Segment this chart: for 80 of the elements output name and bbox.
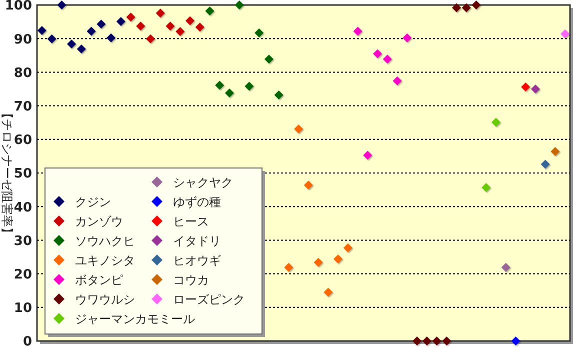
point xyxy=(176,27,185,36)
point xyxy=(521,82,530,92)
y-tick-label: 60 xyxy=(14,133,32,148)
legend-label: ヒオウギ xyxy=(173,253,221,268)
point xyxy=(67,39,76,48)
legend-label: ローズピンク xyxy=(173,292,245,306)
point xyxy=(432,336,442,346)
point xyxy=(224,88,234,98)
point xyxy=(334,254,343,264)
point xyxy=(185,16,194,26)
point xyxy=(215,80,224,90)
point xyxy=(106,33,116,42)
point xyxy=(264,54,274,64)
point xyxy=(166,22,175,31)
point xyxy=(76,44,86,54)
point xyxy=(472,0,481,10)
legend-label: ボタンピ xyxy=(75,272,123,287)
point xyxy=(324,288,333,297)
point xyxy=(343,243,352,252)
point xyxy=(373,49,382,58)
point xyxy=(560,29,570,38)
y-tick-label: 70 xyxy=(14,99,32,114)
point xyxy=(205,6,214,16)
point xyxy=(254,28,264,38)
legend-label: ジャーマンカモミール xyxy=(75,312,195,326)
legend-label: イタドリ xyxy=(173,234,221,248)
legend-label: ユキノシタ xyxy=(75,253,135,268)
legend-label: シャクヤク xyxy=(173,175,233,190)
legend-label: ヒース xyxy=(173,214,209,228)
point xyxy=(294,124,304,134)
point xyxy=(452,3,461,12)
point xyxy=(422,336,432,346)
y-tick-label: 100 xyxy=(4,0,32,14)
point xyxy=(126,12,136,22)
point xyxy=(402,33,412,42)
y-tick-label: 30 xyxy=(14,234,32,249)
y-axis-title: 【チロシナーゼ阻害率】 xyxy=(0,107,14,239)
point xyxy=(314,258,323,267)
point xyxy=(530,84,540,94)
legend-label: コウカ xyxy=(173,272,209,287)
point xyxy=(392,76,402,86)
y-tick-label: 10 xyxy=(14,301,32,316)
point xyxy=(47,34,56,44)
legend-label: ソウハクヒ xyxy=(75,234,135,248)
point xyxy=(550,146,560,156)
legend-label: カンゾウ xyxy=(75,214,123,228)
y-tick-label: 80 xyxy=(14,66,32,81)
point xyxy=(353,26,362,36)
y-tick-label: 0 xyxy=(22,334,32,347)
point xyxy=(511,336,520,346)
point xyxy=(540,160,550,169)
point xyxy=(244,82,254,91)
y-tick-label: 20 xyxy=(14,267,32,282)
y-tick-label: 90 xyxy=(14,32,32,48)
point xyxy=(442,336,452,346)
point xyxy=(412,336,422,346)
legend-label: ゆずの種 xyxy=(173,194,221,209)
point xyxy=(304,180,313,190)
point xyxy=(482,182,491,192)
point xyxy=(195,22,204,32)
point xyxy=(86,26,96,36)
legend-label: クジン xyxy=(75,194,111,209)
point xyxy=(96,20,106,29)
point xyxy=(57,0,66,10)
point xyxy=(363,150,372,160)
point xyxy=(501,262,510,272)
point xyxy=(116,16,126,26)
point xyxy=(491,118,500,127)
point xyxy=(234,0,244,10)
point xyxy=(284,262,294,272)
legend-label: ウワウルシ xyxy=(75,292,135,306)
point xyxy=(382,54,392,64)
point xyxy=(462,3,471,12)
point xyxy=(146,34,156,44)
point xyxy=(274,90,284,100)
point xyxy=(156,8,165,18)
point xyxy=(136,22,146,31)
point xyxy=(37,26,46,36)
y-tick-label: 50 xyxy=(14,166,32,182)
y-tick-label: 40 xyxy=(14,200,32,216)
